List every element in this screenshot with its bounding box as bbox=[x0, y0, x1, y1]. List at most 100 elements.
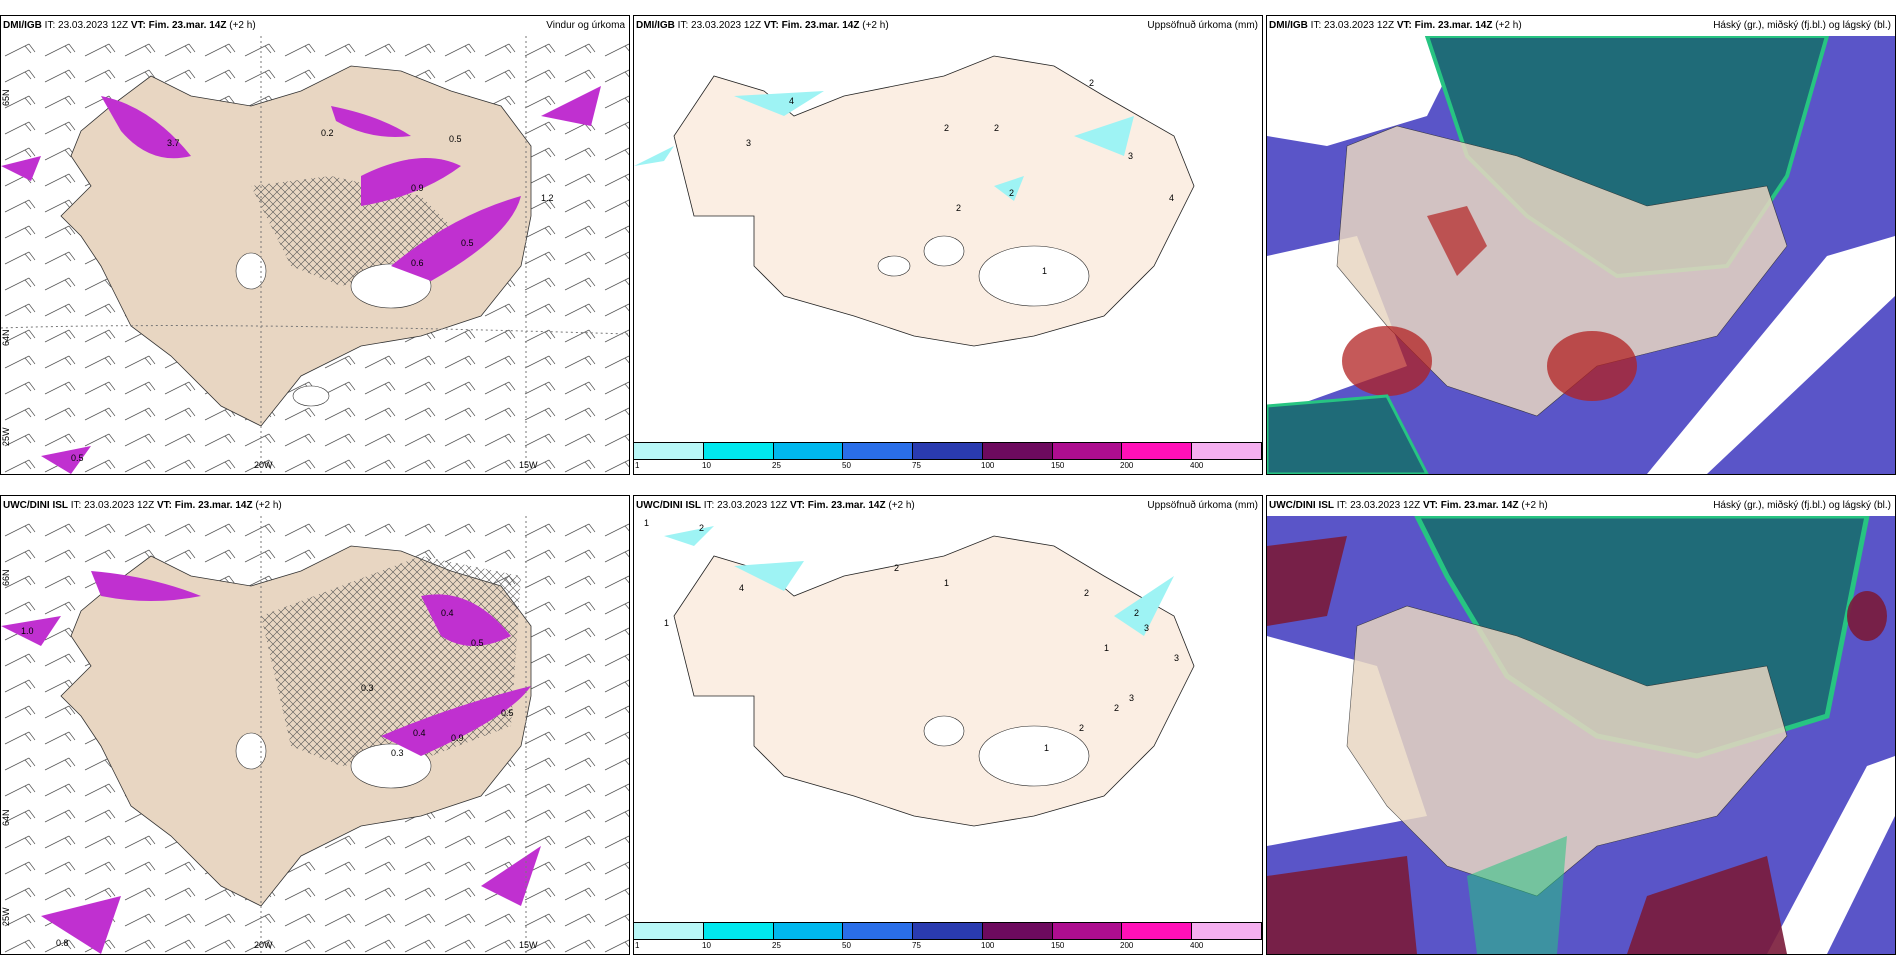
vt-label: VT: bbox=[1396, 20, 1412, 31]
precip-area bbox=[101, 96, 191, 159]
accum-label: 3 bbox=[746, 138, 751, 148]
accum-label: 4 bbox=[739, 583, 744, 593]
accum-label: 3 bbox=[1174, 653, 1179, 663]
init-time: 23.03.2023 12Z bbox=[58, 20, 129, 31]
legend-tick: 50 bbox=[842, 461, 851, 470]
panel-header: UWC/DINI ISL IT: 23.03.2023 12Z VT: Fim.… bbox=[1, 496, 629, 516]
panel-header: UWC/DINI ISL IT: 23.03.2023 12Z VT: Fim.… bbox=[634, 496, 1262, 516]
precip-label: 3.7 bbox=[167, 138, 180, 148]
valid-time: Fim. 23.mar. 14Z bbox=[1414, 20, 1493, 31]
vt-label: VT: bbox=[1422, 500, 1438, 511]
accum-label: 2 bbox=[1134, 608, 1139, 618]
vt-label: VT: bbox=[789, 500, 805, 511]
lon-label-20w: 20W bbox=[254, 940, 273, 950]
legend-tick: 150 bbox=[1051, 941, 1065, 950]
model-source: DMI/IGB bbox=[3, 20, 42, 31]
precip-label: 0.6 bbox=[411, 258, 424, 268]
panel-header: UWC/DINI ISL IT: 23.03.2023 12Z VT: Fim.… bbox=[1267, 496, 1895, 516]
valid-time: Fim. 23.mar. 14Z bbox=[781, 20, 860, 31]
lat-label-66n: 66N bbox=[1, 569, 11, 586]
lon-label-15w: 15W bbox=[519, 460, 538, 470]
accum-label: 2 bbox=[1084, 588, 1089, 598]
wind-precip-map: 3.7 0.5 0.9 1.2 0.2 0.5 0.6 0.5 20W 15W … bbox=[1, 36, 629, 474]
precip-label: 0.5 bbox=[471, 638, 484, 648]
accum-label: 2 bbox=[1114, 703, 1119, 713]
legend-tick: 100 bbox=[981, 461, 995, 470]
lead-time: (+2 h) bbox=[888, 500, 915, 511]
accum-precip-map: 3 4 2 2 3 4 2 2 2 1 bbox=[634, 55, 1195, 347]
accum-label: 1 bbox=[1044, 743, 1049, 753]
lon-label-20w: 20W bbox=[254, 460, 273, 470]
accum-label: 2 bbox=[944, 123, 949, 133]
accum-label: 2 bbox=[894, 563, 899, 573]
precip-label: 0.8 bbox=[56, 938, 69, 948]
lat-label-64n: 64N bbox=[1, 329, 11, 346]
lead-time: (+2 h) bbox=[1521, 500, 1548, 511]
precip-label: 0.5 bbox=[461, 238, 474, 248]
vt-label: VT: bbox=[130, 20, 146, 31]
vt-label: VT: bbox=[763, 20, 779, 31]
valid-time: Fim. 23.mar. 14Z bbox=[807, 500, 886, 511]
it-label: IT: bbox=[44, 20, 56, 31]
legend-tick: 400 bbox=[1190, 461, 1204, 470]
precip-label: 0.9 bbox=[451, 733, 464, 743]
lon-label-25w: 25W bbox=[1, 427, 11, 446]
cloud-map bbox=[1267, 36, 1895, 474]
panel-header: DMI/IGB IT: 23.03.2023 12Z VT: Fim. 23.m… bbox=[634, 16, 1262, 36]
valid-time: Fim. 23.mar. 14Z bbox=[148, 20, 227, 31]
precip-label: 1.2 bbox=[541, 193, 554, 203]
model-source: UWC/DINI ISL bbox=[636, 500, 701, 511]
legend-tick: 75 bbox=[912, 461, 921, 470]
accum-label: 3 bbox=[1128, 151, 1133, 161]
lead-time: (+2 h) bbox=[862, 20, 889, 31]
model-source: DMI/IGB bbox=[1269, 20, 1308, 31]
lon-label-15w: 15W bbox=[519, 940, 538, 950]
panel-dmi-clouds: DMI/IGB IT: 23.03.2023 12Z VT: Fim. 23.m… bbox=[1266, 15, 1896, 475]
accum-label: 4 bbox=[789, 96, 794, 106]
legend-tick: 10 bbox=[702, 941, 711, 950]
panel-title: Vindur og úrkoma bbox=[546, 20, 625, 31]
accum-label: 3 bbox=[1144, 623, 1149, 633]
init-time: 23.03.2023 12Z bbox=[84, 500, 155, 511]
vt-label: VT: bbox=[156, 500, 172, 511]
init-time: 23.03.2023 12Z bbox=[1324, 20, 1395, 31]
precip-label: 0.2 bbox=[321, 128, 334, 138]
accum-label: 3 bbox=[1129, 693, 1134, 703]
valid-time: Fim. 23.mar. 14Z bbox=[1440, 500, 1519, 511]
legend-tick: 400 bbox=[1190, 941, 1204, 950]
it-label: IT: bbox=[1336, 500, 1348, 511]
wind-precip-map: 1.0 0.4 0.3 0.5 0.4 0.3 0.9 0.5 0.8 20W … bbox=[1, 516, 629, 954]
accum-label: 1 bbox=[1042, 266, 1047, 276]
it-label: IT: bbox=[70, 500, 82, 511]
accum-label: 2 bbox=[956, 203, 961, 213]
model-source: UWC/DINI ISL bbox=[1269, 500, 1334, 511]
panel-title: Uppsöfnuð úrkoma (mm) bbox=[1147, 500, 1258, 511]
panel-uwc-wind-precip: UWC/DINI ISL IT: 23.03.2023 12Z VT: Fim.… bbox=[0, 495, 630, 955]
cloud-map bbox=[1267, 516, 1895, 954]
init-time: 23.03.2023 12Z bbox=[691, 20, 762, 31]
accum-label: 2 bbox=[994, 123, 999, 133]
accum-precip-map: 1 2 4 2 1 1 2 2 3 3 1 2 3 1 2 bbox=[644, 518, 1195, 827]
legend-tick: 50 bbox=[842, 941, 851, 950]
precip-legend: 1 10 25 50 75 100 150 200 400 bbox=[634, 922, 1262, 954]
legend-tick: 25 bbox=[772, 941, 781, 950]
model-source: UWC/DINI ISL bbox=[3, 500, 68, 511]
panel-title: Háský (gr.), miðský (fj.bl.) og lágský (… bbox=[1713, 500, 1891, 511]
iceland-landmass bbox=[673, 535, 1195, 827]
legend-tick: 200 bbox=[1120, 941, 1134, 950]
legend-tick: 75 bbox=[912, 941, 921, 950]
legend-tick: 200 bbox=[1120, 461, 1134, 470]
panel-header: DMI/IGB IT: 23.03.2023 12Z VT: Fim. 23.m… bbox=[1267, 16, 1895, 36]
accum-label: 1 bbox=[644, 518, 649, 528]
precip-legend: 1 10 25 50 75 100 150 200 400 bbox=[634, 442, 1262, 474]
init-time: 23.03.2023 12Z bbox=[1350, 500, 1421, 511]
accum-label: 4 bbox=[1169, 193, 1174, 203]
panel-uwc-accum-precip: UWC/DINI ISL IT: 23.03.2023 12Z VT: Fim.… bbox=[633, 495, 1263, 955]
lead-time: (+2 h) bbox=[1495, 20, 1522, 31]
panel-dmi-wind-precip: DMI/IGB IT: 23.03.2023 12Z VT: Fim. 23.m… bbox=[0, 15, 630, 475]
legend-bar bbox=[634, 922, 1262, 940]
precip-label: 0.5 bbox=[71, 453, 84, 463]
legend-tick: 150 bbox=[1051, 461, 1065, 470]
accum-area bbox=[734, 91, 824, 116]
it-label: IT: bbox=[1310, 20, 1322, 31]
